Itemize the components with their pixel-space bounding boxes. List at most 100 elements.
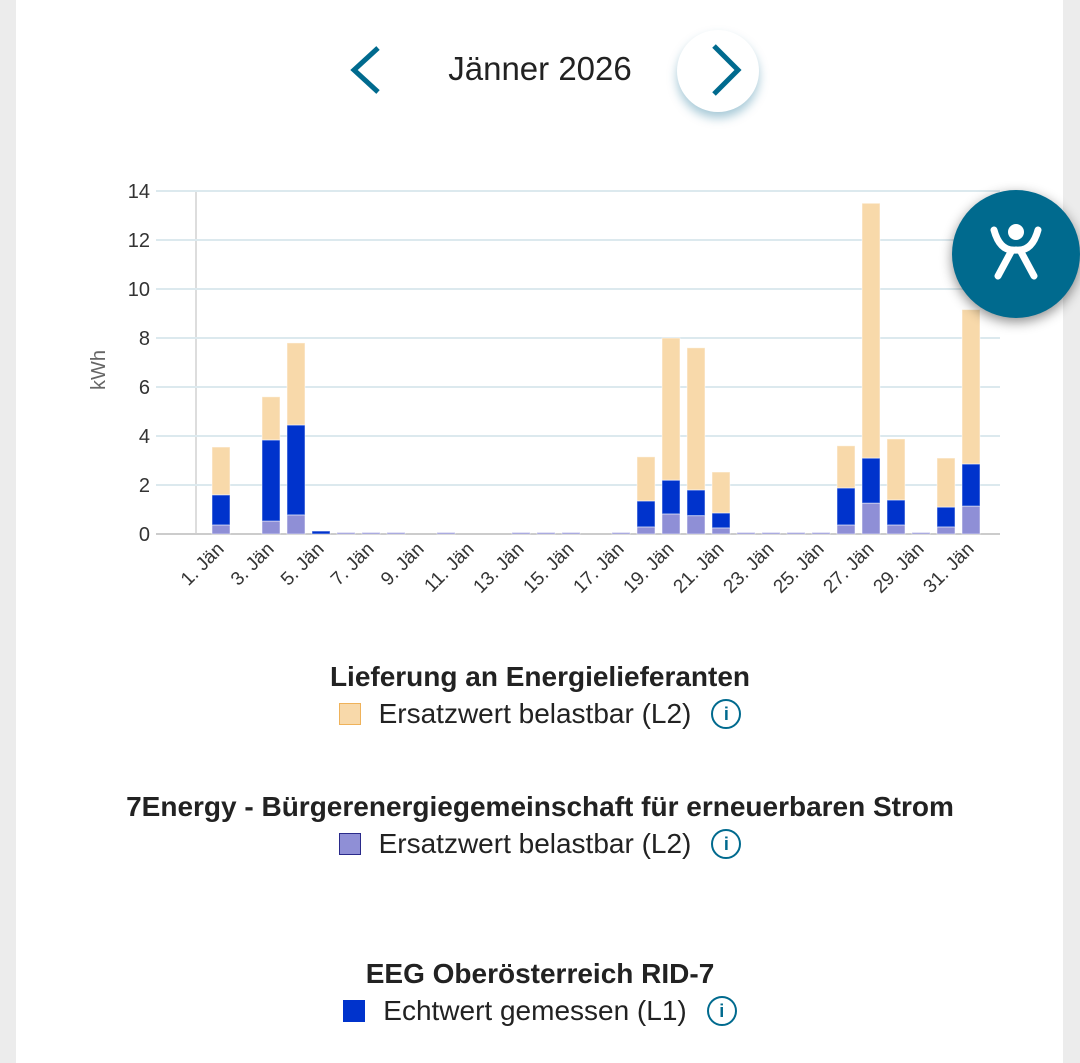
accessibility-button[interactable]	[952, 190, 1080, 318]
bar-segment	[636, 526, 656, 535]
legend-title: Lieferung an Energielieferanten	[329, 661, 751, 692]
bar-segment	[886, 524, 906, 535]
bar-segment	[261, 396, 281, 441]
legend-swatch-purple	[338, 833, 361, 855]
bar-segment	[261, 520, 281, 535]
bar-segment	[286, 342, 306, 426]
info-icon[interactable]: i	[711, 829, 742, 859]
legend-title: EEG Oberösterreich RID-7	[365, 958, 715, 989]
bar-segment	[211, 494, 231, 526]
bar-segment	[311, 530, 331, 535]
legend-group-7energy: 7Energy - Bürgerenergiegemeinschaft für …	[0, 788, 1080, 860]
x-tick-label: 13. Jän	[470, 539, 529, 598]
info-icon[interactable]: i	[711, 699, 742, 729]
legend-label: Ersatzwert belastbar (L2)	[378, 698, 692, 729]
legend-label: Ersatzwert belastbar (L2)	[378, 828, 692, 859]
y-tick-label: 8	[139, 328, 150, 350]
y-tick-label: 14	[128, 181, 150, 203]
x-tick-label: 27. Jän	[820, 539, 879, 598]
x-tick-label: 5. Jän	[277, 539, 328, 590]
bar-segment	[861, 502, 881, 535]
bar-segment	[886, 438, 906, 501]
y-tick-label: 6	[139, 377, 150, 399]
info-icon[interactable]: i	[706, 996, 737, 1026]
bar-segment	[786, 532, 806, 535]
y-tick-label: 2	[139, 475, 150, 497]
bar-segment	[286, 424, 306, 516]
bar-segment	[861, 457, 881, 504]
legend-group-lieferung: Lieferung an Energielieferanten Ersatzwe…	[0, 658, 1080, 730]
bar-segment	[211, 524, 231, 535]
bar-segment	[711, 471, 731, 514]
chevron-right-icon	[712, 44, 742, 96]
bar-segment	[686, 347, 706, 491]
bar-segment	[336, 532, 356, 535]
chevron-left-icon	[350, 46, 380, 94]
bar-segment	[611, 532, 631, 535]
x-tick-label: 23. Jän	[720, 539, 779, 598]
legend-group-eeg: EEG Oberösterreich RID-7 Echtwert gemess…	[0, 955, 1080, 1027]
x-tick-label: 19. Jän	[620, 539, 679, 598]
bar-segment	[711, 527, 731, 535]
bar-segment	[711, 512, 731, 529]
bar-segment	[386, 532, 406, 535]
bar-segment	[861, 202, 881, 459]
bar-segment	[836, 524, 856, 535]
bar-segment	[736, 532, 756, 535]
bar-segment	[561, 532, 581, 535]
bar-segment	[961, 309, 981, 465]
y-tick-label: 10	[128, 279, 150, 301]
x-tick-label: 25. Jän	[770, 539, 829, 598]
accessibility-icon	[990, 224, 1042, 280]
bar-segment	[811, 532, 831, 535]
legend-title: 7Energy - Bürgerenergiegemeinschaft für …	[126, 791, 954, 822]
bar-segment	[661, 513, 681, 535]
legend-swatch-orange	[338, 703, 361, 725]
bar-segment	[961, 463, 981, 507]
next-month-button[interactable]	[677, 30, 759, 112]
previous-month-button[interactable]	[340, 44, 392, 96]
bar-segment	[961, 505, 981, 535]
x-tick-label: 7. Jän	[327, 539, 378, 590]
legend-label: Echtwert gemessen (L1)	[383, 995, 687, 1026]
x-tick-label: 17. Jän	[570, 539, 629, 598]
y-axis-label: kWh	[88, 350, 110, 390]
legend-item: Echtwert gemessen (L1) i	[0, 995, 1080, 1027]
bar-segment	[836, 445, 856, 489]
month-navigation: Jänner 2026	[0, 30, 1080, 112]
x-tick-label: 29. Jän	[870, 539, 929, 598]
bar-segment	[286, 514, 306, 535]
x-tick-label: 15. Jän	[520, 539, 579, 598]
bar-segment	[661, 337, 681, 481]
bar-segment	[936, 506, 956, 528]
bar-segment	[911, 532, 931, 535]
x-tick-label: 31. Jän	[920, 539, 979, 598]
y-tick-label: 12	[128, 230, 150, 252]
bar-segment	[661, 479, 681, 515]
bar-segment	[886, 499, 906, 526]
bar-segment	[686, 515, 706, 535]
bar-segment	[436, 532, 456, 535]
bar-segment	[686, 489, 706, 517]
x-tick-label: 11. Jän	[421, 539, 479, 597]
bar-segment	[211, 446, 231, 496]
y-tick-label: 0	[139, 524, 150, 546]
bar-segment	[936, 526, 956, 535]
legend-swatch-blue	[343, 1000, 366, 1022]
month-title: Jänner 2026	[448, 50, 632, 87]
bar-segment	[836, 487, 856, 526]
bar-segment	[261, 439, 281, 522]
legend-item: Ersatzwert belastbar (L2) i	[0, 698, 1080, 730]
bar-segment	[636, 456, 656, 502]
bar-segment	[536, 532, 556, 535]
x-tick-label: 21. Jän	[670, 539, 729, 598]
bar-segment	[361, 532, 381, 535]
bar-segment	[636, 500, 656, 528]
legend-item: Ersatzwert belastbar (L2) i	[110, 828, 970, 860]
x-tick-label: 1. Jän	[177, 539, 228, 590]
bar-segment	[761, 532, 781, 535]
bar-segment	[511, 532, 531, 535]
y-tick-label: 4	[139, 426, 150, 448]
x-tick-label: 3. Jän	[227, 539, 278, 590]
